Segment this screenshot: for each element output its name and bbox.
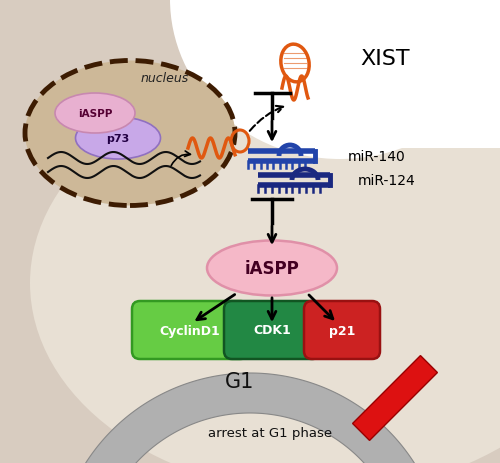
Text: p21: p21 — [329, 324, 355, 337]
Ellipse shape — [55, 94, 135, 134]
Bar — [352, 356, 438, 440]
Ellipse shape — [170, 0, 500, 160]
Ellipse shape — [30, 74, 500, 463]
Text: iASPP: iASPP — [244, 259, 300, 277]
Text: iASPP: iASPP — [78, 109, 112, 119]
Text: CyclinD1: CyclinD1 — [160, 324, 220, 337]
Text: p73: p73 — [106, 134, 130, 144]
Text: arrest at G1 phase: arrest at G1 phase — [208, 426, 332, 439]
FancyBboxPatch shape — [132, 301, 248, 359]
Polygon shape — [61, 373, 444, 463]
Text: XIST: XIST — [360, 49, 410, 69]
Ellipse shape — [76, 118, 160, 160]
FancyBboxPatch shape — [304, 301, 380, 359]
Text: miR-124: miR-124 — [358, 174, 416, 188]
Text: miR-140: miR-140 — [348, 150, 406, 163]
Text: G1: G1 — [226, 371, 254, 391]
FancyBboxPatch shape — [335, 0, 500, 149]
Text: nucleus: nucleus — [141, 72, 189, 85]
Text: CDK1: CDK1 — [253, 324, 291, 337]
Ellipse shape — [25, 62, 235, 206]
Ellipse shape — [207, 241, 337, 296]
FancyBboxPatch shape — [224, 301, 320, 359]
